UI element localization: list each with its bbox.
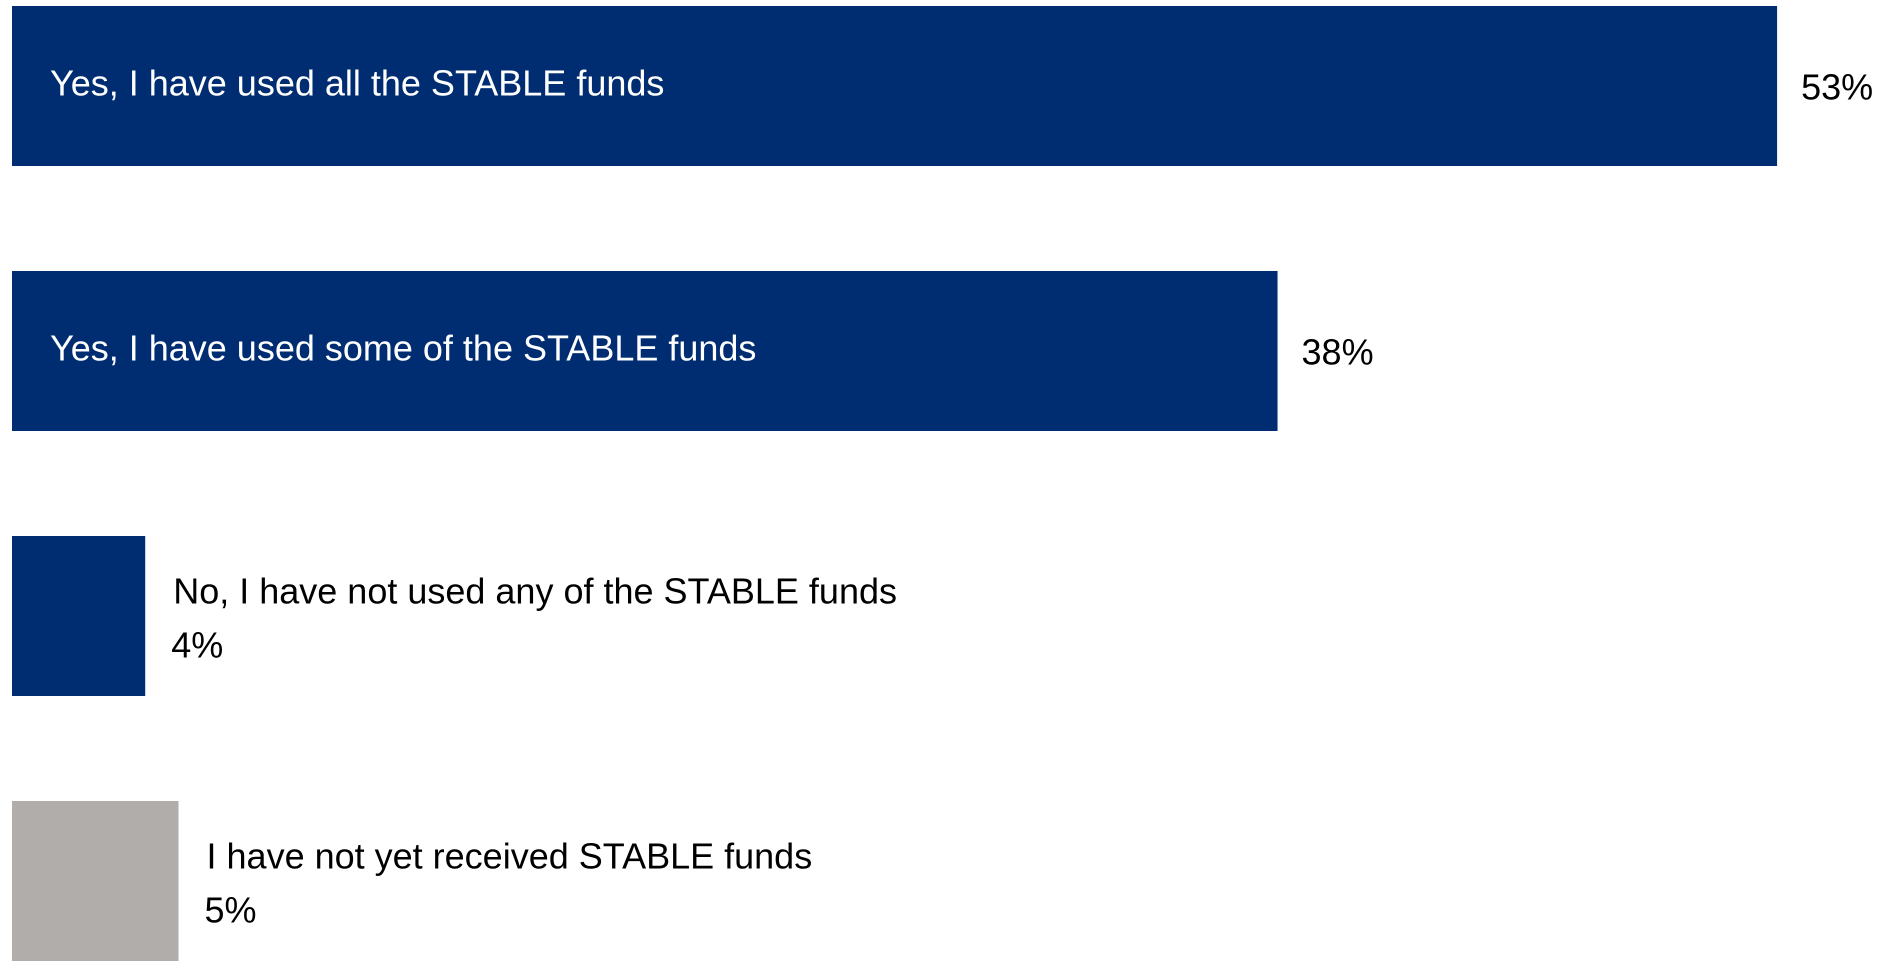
bar (12, 6, 1778, 166)
value-label: 4% (171, 625, 223, 666)
category-label: Yes, I have used some of the STABLE fund… (50, 328, 756, 369)
value-label: 53% (1801, 67, 1873, 108)
value-label: 5% (205, 890, 257, 931)
bar (12, 536, 146, 696)
category-label: Yes, I have used all the STABLE funds (50, 63, 664, 104)
category-label: No, I have not used any of the STABLE fu… (173, 571, 897, 612)
bar (12, 271, 1278, 431)
bar (12, 801, 179, 961)
value-label: 38% (1302, 332, 1374, 373)
category-label: I have not yet received STABLE funds (207, 836, 813, 877)
